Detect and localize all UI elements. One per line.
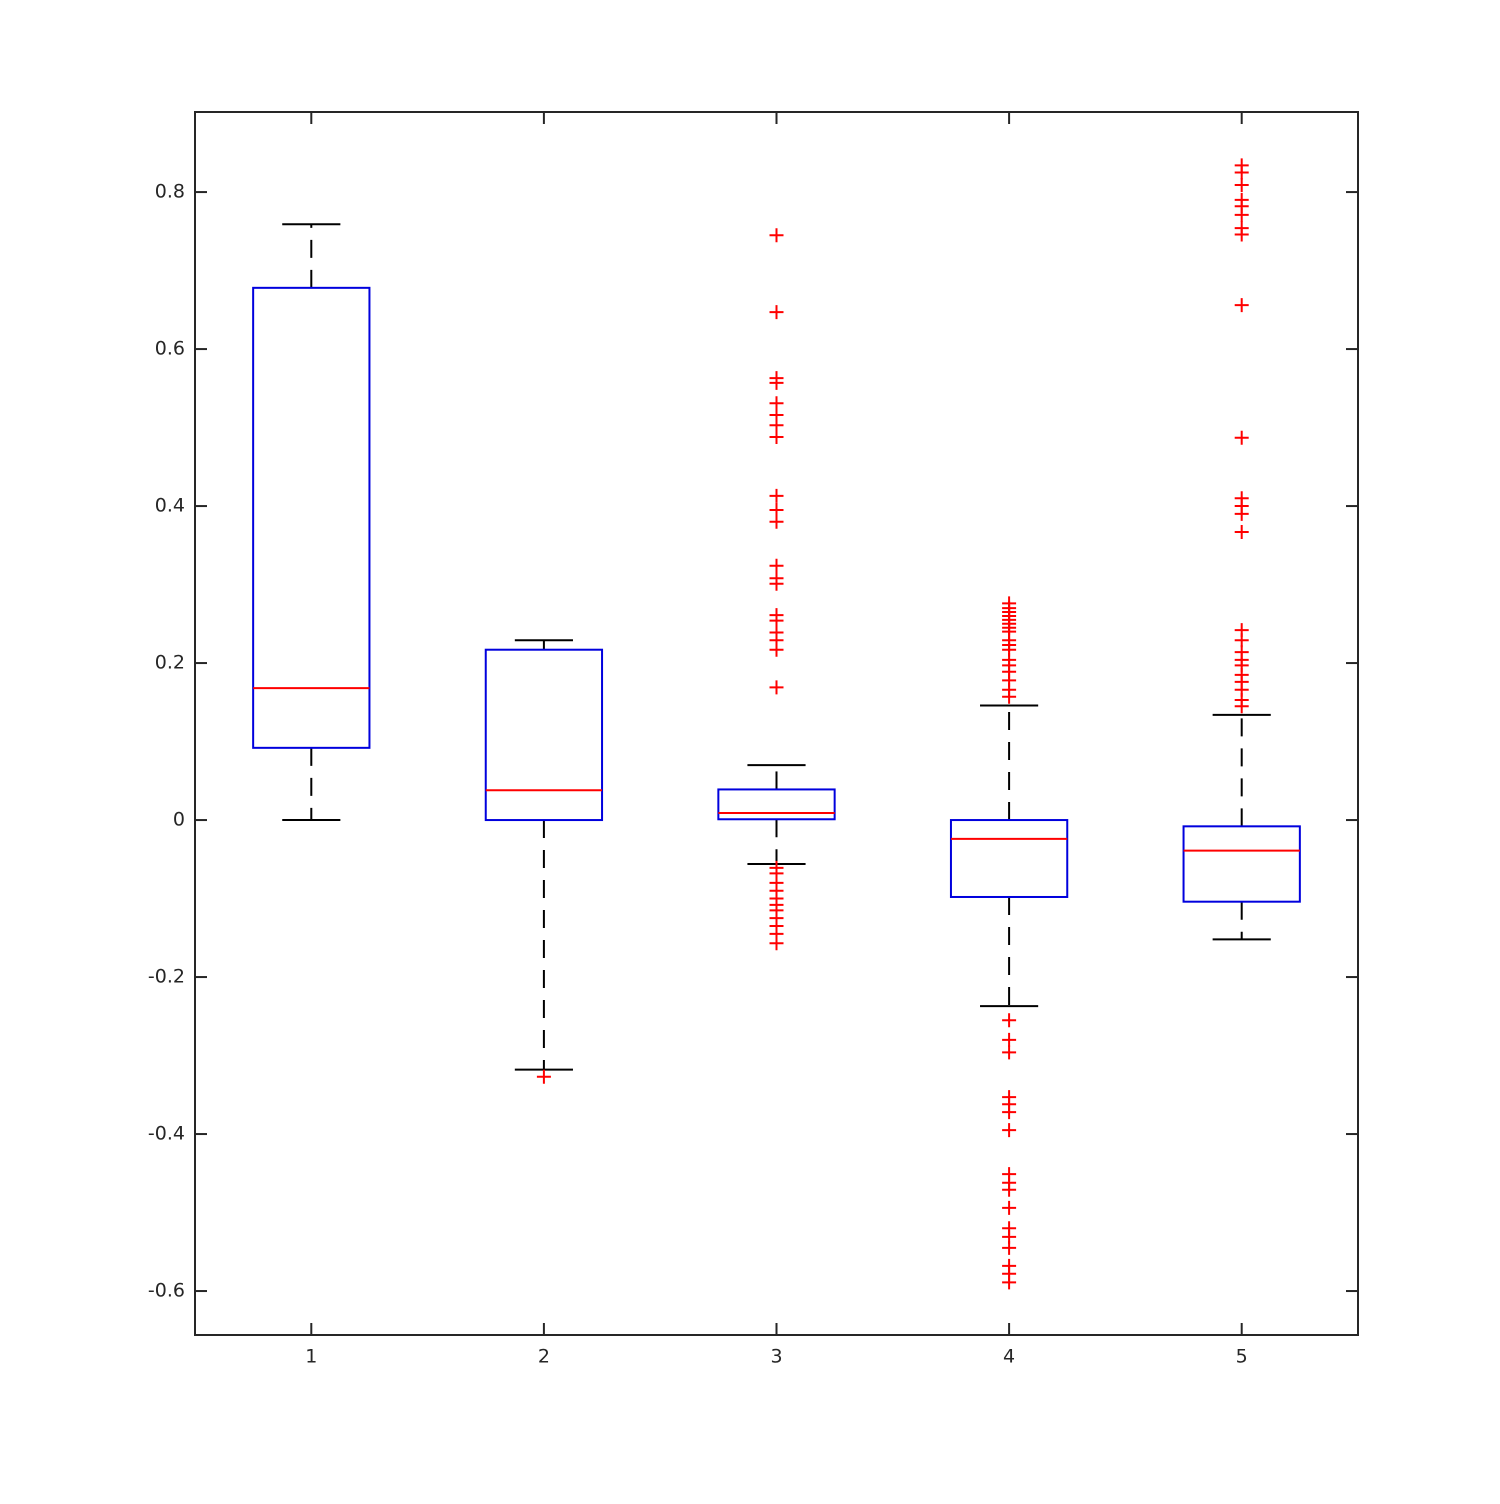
y-tick-label: -0.4 <box>148 1123 185 1145</box>
y-tick-label: 0.6 <box>155 338 185 360</box>
outlier <box>1002 1045 1017 1060</box>
y-tick-label: 0.4 <box>155 495 185 517</box>
outlier <box>1234 699 1249 714</box>
outlier <box>769 305 784 320</box>
outlier <box>769 502 784 517</box>
x-tick-label: 4 <box>1003 1346 1015 1368</box>
outlier <box>1002 1182 1017 1197</box>
box <box>949 819 1069 898</box>
outlier <box>1002 1200 1017 1215</box>
outlier <box>769 228 784 243</box>
outlier <box>769 680 784 695</box>
y-tick-label: 0.2 <box>155 652 185 674</box>
outlier <box>1234 633 1249 648</box>
box <box>484 648 604 822</box>
outlier <box>1234 430 1249 445</box>
outlier <box>1002 1240 1017 1255</box>
outlier <box>769 418 784 433</box>
outlier <box>1234 165 1249 180</box>
outlier <box>769 558 784 573</box>
y-tick-label: -0.2 <box>148 966 185 988</box>
outlier <box>1234 506 1249 521</box>
x-tick-label: 3 <box>770 1346 782 1368</box>
box <box>717 788 836 821</box>
outlier <box>536 1069 551 1084</box>
outlier <box>769 936 784 951</box>
outlier <box>769 576 784 591</box>
box <box>1182 825 1301 903</box>
outlier <box>769 396 784 411</box>
y-tick-label: -0.6 <box>148 1280 185 1302</box>
x-tick-label: 5 <box>1236 1346 1248 1368</box>
outlier <box>769 514 784 529</box>
x-tick-label: 1 <box>305 1346 317 1368</box>
outlier <box>769 488 784 503</box>
y-tick-label: 0 <box>173 809 185 831</box>
outlier <box>769 429 784 444</box>
outlier <box>1002 689 1017 704</box>
outlier <box>1234 178 1249 193</box>
outlier <box>1234 227 1249 242</box>
outlier <box>1002 1013 1017 1028</box>
outlier <box>769 642 784 657</box>
outlier <box>769 375 784 390</box>
outlier <box>1234 207 1249 222</box>
outlier <box>1002 1032 1017 1047</box>
outlier <box>769 613 784 628</box>
outlier <box>1234 298 1249 313</box>
y-tick-label: 0.8 <box>155 181 185 203</box>
x-tick-label: 2 <box>538 1346 550 1368</box>
outlier <box>1002 1105 1017 1120</box>
outlier <box>1234 524 1249 539</box>
outlier <box>1002 1123 1017 1138</box>
box <box>252 286 371 749</box>
outlier <box>1002 1275 1017 1290</box>
